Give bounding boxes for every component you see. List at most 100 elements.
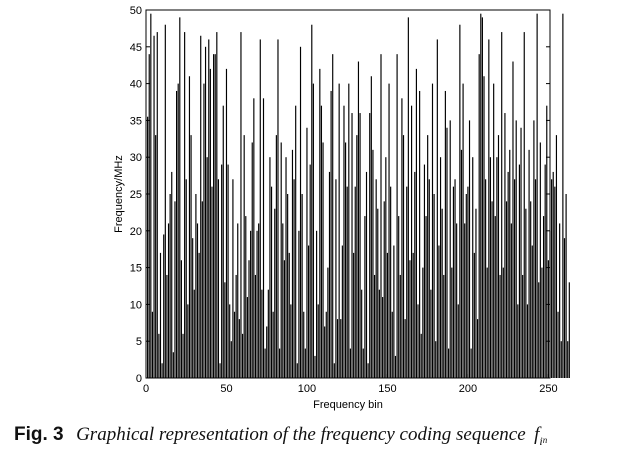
bar (184, 32, 186, 378)
bar (208, 39, 210, 378)
bar (282, 223, 284, 378)
bar (401, 98, 403, 378)
bar (468, 120, 471, 379)
bar (494, 216, 496, 378)
y-tick-label: 15 (130, 263, 142, 275)
x-tick-label: 250 (539, 383, 557, 395)
bar (262, 98, 265, 378)
bar (436, 39, 438, 378)
bar (204, 46, 207, 379)
bar (546, 105, 548, 379)
bar (213, 54, 215, 378)
bar (166, 274, 168, 378)
bar (534, 179, 537, 378)
bar (373, 274, 376, 378)
y-tick-label: 0 (136, 373, 142, 385)
caption-sub-subscript: n (542, 435, 548, 445)
bar (486, 267, 488, 378)
bar (317, 304, 319, 378)
bar (314, 355, 316, 378)
bar (404, 319, 406, 378)
bar (195, 194, 197, 378)
bar (322, 142, 324, 378)
bar (214, 54, 216, 378)
bar (367, 363, 369, 378)
bar (533, 120, 535, 379)
bar (304, 348, 306, 378)
bar (476, 319, 479, 378)
bar (156, 32, 158, 378)
x-axis-title: Frequency bin (313, 399, 383, 411)
bar (248, 260, 250, 378)
bar (473, 252, 475, 378)
bar (557, 311, 559, 378)
bar (159, 252, 162, 378)
bar (179, 17, 181, 379)
bar (174, 201, 176, 378)
bar (203, 83, 205, 378)
bar (514, 179, 516, 378)
chart-svg: 0 50 100 150 200 250 0 5 10 15 20 25 30 35 40 45 50 Fre… (113, 5, 570, 411)
bar (399, 274, 401, 378)
bar (346, 186, 348, 378)
bar (209, 68, 211, 378)
bar (211, 186, 213, 378)
bar (420, 333, 422, 378)
bar (187, 304, 189, 378)
bar (193, 289, 195, 378)
bar (555, 135, 558, 378)
bar (169, 194, 171, 378)
bar (312, 83, 314, 378)
caption-subscript: i (539, 434, 543, 448)
bar (319, 68, 321, 378)
bar (370, 76, 372, 379)
bar (348, 83, 350, 378)
bar (167, 223, 170, 378)
bar (303, 311, 305, 378)
bar (427, 135, 429, 378)
bar-series (147, 13, 570, 379)
bar (369, 113, 371, 378)
figure-caption: Fig. 3 Graphical representation of the f… (14, 424, 624, 448)
y-axis: 0 5 10 15 20 25 30 35 40 45 50 (130, 5, 550, 385)
bar (491, 201, 493, 378)
bar (335, 179, 337, 378)
bar (412, 252, 414, 378)
caption-math-symbol: fin (534, 424, 548, 448)
bar (560, 341, 562, 378)
bar (309, 164, 311, 378)
bar (298, 230, 300, 378)
bar (449, 120, 451, 379)
bar (372, 149, 374, 378)
y-axis-title: Frequency/MHz (113, 155, 125, 233)
bar (402, 135, 405, 378)
bar (259, 39, 261, 378)
y-tick-label: 45 (130, 42, 142, 54)
x-tick-label: 150 (378, 383, 396, 395)
bar (414, 171, 416, 378)
bar (522, 274, 524, 378)
bar (279, 348, 281, 378)
bar (327, 267, 329, 378)
bar (185, 179, 187, 378)
bar (338, 83, 340, 378)
bar (343, 105, 345, 379)
bar (192, 238, 194, 378)
bar (250, 230, 252, 378)
bar (563, 238, 566, 378)
bar (530, 201, 532, 378)
bar (233, 311, 236, 378)
bar (311, 24, 313, 378)
bar (299, 46, 302, 379)
bar (325, 311, 327, 378)
x-tick-label: 50 (220, 383, 232, 395)
bar (504, 113, 506, 378)
bar (525, 208, 527, 378)
bar (562, 13, 564, 379)
bar (148, 54, 150, 378)
y-tick-label: 30 (130, 152, 142, 164)
bar (341, 245, 343, 378)
bar (245, 216, 247, 378)
bar (501, 32, 503, 378)
bar (307, 245, 310, 378)
